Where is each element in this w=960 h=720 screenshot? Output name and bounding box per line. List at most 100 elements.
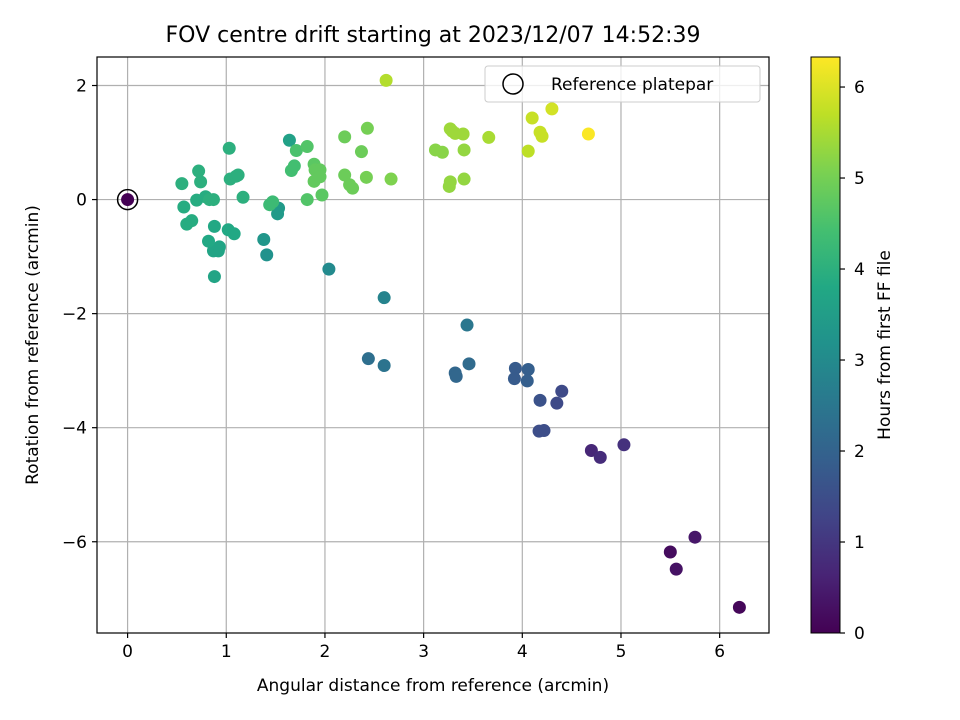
grid-lines [97,57,769,633]
colorbar-tick-label: 5 [854,169,865,189]
x-tick-label: 0 [122,642,133,662]
x-tick-label: 6 [714,642,725,662]
data-point [338,168,352,182]
data-point [361,352,375,366]
data-point [457,143,471,157]
chart-title: FOV centre drift starting at 2023/12/07 … [166,23,701,48]
data-point [456,127,470,141]
colorbar-tick-label: 1 [854,533,865,553]
data-point [449,369,463,383]
data-point [581,127,595,141]
data-point [227,227,241,241]
x-tick-label: 1 [221,642,232,662]
data-point [482,130,496,144]
data-point [593,450,607,464]
data-point [354,145,368,159]
data-point [555,384,569,398]
legend-box [484,65,761,103]
data-point [520,374,534,388]
data-point [194,175,208,189]
data-point [435,145,449,159]
data-point [207,219,221,233]
data-point [322,262,336,276]
data-point [379,73,393,87]
colorbar-ticks: 0 1 2 3 4 5 6 [840,78,865,644]
data-point [533,393,547,407]
data-point [260,248,274,262]
colorbar-tick-label: 2 [854,442,865,462]
colorbar-gradient [810,56,841,634]
y-tick-label: 0 [76,191,87,211]
data-point [300,140,314,154]
data-point [236,190,250,204]
data-point [732,600,746,614]
data-point [669,562,683,576]
data-point [222,141,236,155]
data-point [617,438,631,452]
data-point [177,200,191,214]
data-point [508,361,522,375]
data-point [688,530,702,544]
data-point [535,129,549,143]
data-point [271,207,285,221]
y-tick-label: −2 [62,305,87,325]
x-tick-label: 3 [418,642,429,662]
x-axis-ticks: 0 1 2 3 4 5 6 [122,633,725,662]
data-point [212,240,226,254]
data-point [257,232,271,246]
data-point [507,372,521,386]
y-axis-ticks: −6 −4 −2 0 2 [62,77,97,553]
data-point [525,111,539,125]
data-point [460,318,474,332]
data-point [313,170,327,184]
data-point [121,193,135,207]
data-point [175,177,189,191]
legend-entry-reference-platepar: Reference platepar [551,75,713,95]
data-point [282,133,296,147]
colorbar-tick-label: 0 [854,624,865,644]
data-point [338,130,352,144]
colorbar-label: Hours from first FF file [875,250,895,440]
data-point [192,164,206,178]
x-tick-label: 5 [616,642,627,662]
data-point [207,270,221,284]
data-point [663,545,677,559]
data-point [462,357,476,371]
data-point [550,396,564,410]
data-point [521,363,535,377]
legend-marker-icon [502,73,524,95]
colorbar-tick-label: 6 [854,78,865,98]
data-point [202,234,216,248]
data-point [545,102,559,116]
data-point [360,121,374,135]
colorbar: 0 1 2 3 4 5 6 Hours from first FF file [810,56,895,644]
data-point [263,198,277,212]
y-axis-label: Rotation from reference (arcmin) [23,205,43,485]
colorbar-tick-label: 3 [854,351,865,371]
x-tick-label: 2 [320,642,331,662]
data-point [532,424,546,438]
data-point [231,168,245,182]
data-point [521,144,535,158]
data-points [116,73,746,614]
data-point [206,193,220,207]
y-tick-label: −6 [62,533,87,553]
data-point [287,159,301,173]
data-point [300,193,314,207]
data-point [185,214,199,228]
y-tick-label: −4 [62,419,87,439]
data-point [377,291,391,305]
reference-platepar-marker [116,188,139,211]
data-point [377,359,391,373]
data-point [315,188,329,202]
data-point [457,172,471,186]
legend: Reference platepar [484,65,761,103]
plot-area [96,56,770,634]
y-tick-label: 2 [76,77,87,97]
x-axis-label: Angular distance from reference (arcmin) [257,676,609,696]
data-point [384,172,398,186]
data-point [359,170,373,184]
colorbar-tick-label: 4 [854,260,865,280]
